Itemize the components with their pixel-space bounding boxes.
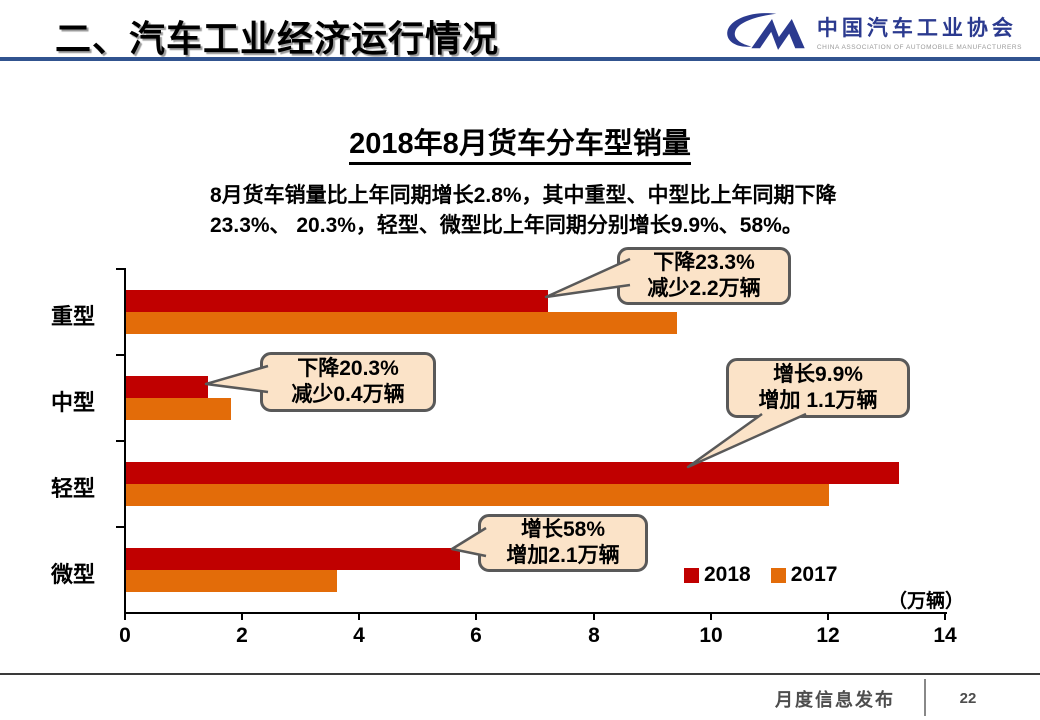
annotation-heavy-line1: 下降23.3% xyxy=(653,251,755,274)
org-name-zh: 中国汽车工业协会 xyxy=(816,16,1017,40)
bar-轻型-2017 xyxy=(126,484,829,506)
legend-label: 2017 xyxy=(790,563,838,586)
bar-重型-2017 xyxy=(126,312,677,334)
summary-text: 8月货车销量比上年同期增长2.8%，其中重型、中型比上年同期下降 23.3%、 … xyxy=(210,181,990,241)
x-axis-tick-label: 6 xyxy=(470,624,482,647)
y-axis-line xyxy=(124,268,126,614)
x-axis-tick xyxy=(124,612,126,620)
x-axis-tick-label: 10 xyxy=(699,624,723,647)
chart-legend: 2018 2017 xyxy=(684,563,837,587)
annotation-micro-pointer xyxy=(450,526,487,558)
annotation-medium-line1: 下降20.3% xyxy=(297,357,399,380)
x-axis-tick xyxy=(827,612,829,620)
category-label: 中型 xyxy=(50,390,95,415)
bar-中型-2017 xyxy=(126,398,231,420)
y-axis-tick xyxy=(116,354,125,356)
annotation-medium-pointer xyxy=(204,364,269,394)
footer-rule xyxy=(0,673,1040,675)
summary-line-1: 8月货车销量比上年同期增长2.8%，其中重型、中型比上年同期下降 xyxy=(210,184,837,207)
x-axis-tick-label: 0 xyxy=(119,624,131,647)
category-label: 轻型 xyxy=(50,476,95,501)
x-axis-tick-label: 2 xyxy=(236,624,248,647)
legend-item-2018: 2018 xyxy=(684,563,751,587)
annotation-light: 增长9.9% 增加 1.1万辆 xyxy=(726,358,910,418)
annotation-micro-line1: 增长58% xyxy=(520,518,606,541)
bar-中型-2018 xyxy=(126,376,208,398)
caam-logo: 中国汽车工业协会 CHINA ASSOCIATION OF AUTOMOBILE… xyxy=(723,8,1022,54)
x-axis-line xyxy=(124,612,947,614)
bar-重型-2018 xyxy=(126,290,548,312)
annotation-medium-line2: 减少0.4万辆 xyxy=(291,383,405,406)
annotation-light-pointer xyxy=(686,412,807,469)
legend-swatch-icon xyxy=(684,567,699,583)
bar-微型-2017 xyxy=(126,570,337,592)
x-axis-tick xyxy=(710,612,712,620)
annotation-medium: 下降20.3% 减少0.4万辆 xyxy=(260,352,436,412)
x-axis-tick xyxy=(475,612,477,620)
annotation-heavy: 下降23.3% 减少2.2万辆 xyxy=(617,247,791,305)
legend-swatch-icon xyxy=(770,567,786,583)
annotation-light-line2: 增加 1.1万辆 xyxy=(758,389,878,412)
y-axis-tick xyxy=(116,268,125,270)
x-axis-tick-label: 14 xyxy=(933,624,957,647)
x-axis-tick-label: 4 xyxy=(353,624,365,647)
legend-item-2017: 2017 xyxy=(770,563,838,587)
annotation-heavy-line2: 减少2.2万辆 xyxy=(647,277,761,300)
footer-divider xyxy=(924,679,926,716)
caam-monogram-icon xyxy=(727,13,805,50)
x-axis-tick xyxy=(358,612,360,620)
y-axis-tick xyxy=(116,526,125,528)
annotation-light-line1: 增长9.9% xyxy=(773,363,863,386)
annotation-micro: 增长58% 增加2.1万辆 xyxy=(478,514,648,572)
bar-轻型-2018 xyxy=(126,462,899,484)
bar-微型-2018 xyxy=(126,548,460,570)
x-axis-tick xyxy=(593,612,595,620)
x-axis-tick xyxy=(241,612,243,620)
summary-line-2: 23.3%、 20.3%，轻型、微型比上年同期分别增长9.9%、58%。 xyxy=(210,214,803,237)
legend-label: 2018 xyxy=(704,563,751,586)
category-label: 重型 xyxy=(50,304,95,329)
annotation-micro-line2: 增加2.1万辆 xyxy=(506,544,620,567)
category-label: 微型 xyxy=(50,562,95,587)
section-title: 二、汽车工业经济运行情况 xyxy=(55,18,500,59)
y-axis-tick xyxy=(116,440,125,442)
x-axis-tick-label: 12 xyxy=(816,624,840,647)
annotation-heavy-pointer xyxy=(544,257,631,299)
axis-unit-label: （万辆） xyxy=(888,591,965,612)
header-accent-rule xyxy=(0,57,1040,61)
x-axis-tick xyxy=(944,612,946,620)
page-number: 22 xyxy=(959,690,977,707)
chart-title: 2018年8月货车分车型销量 xyxy=(0,120,1040,165)
org-name-en: CHINA ASSOCIATION OF AUTOMOBILE MANUFACT… xyxy=(816,43,1022,51)
footer-label: 月度信息发布 xyxy=(775,690,895,710)
x-axis-tick-label: 8 xyxy=(588,624,600,647)
